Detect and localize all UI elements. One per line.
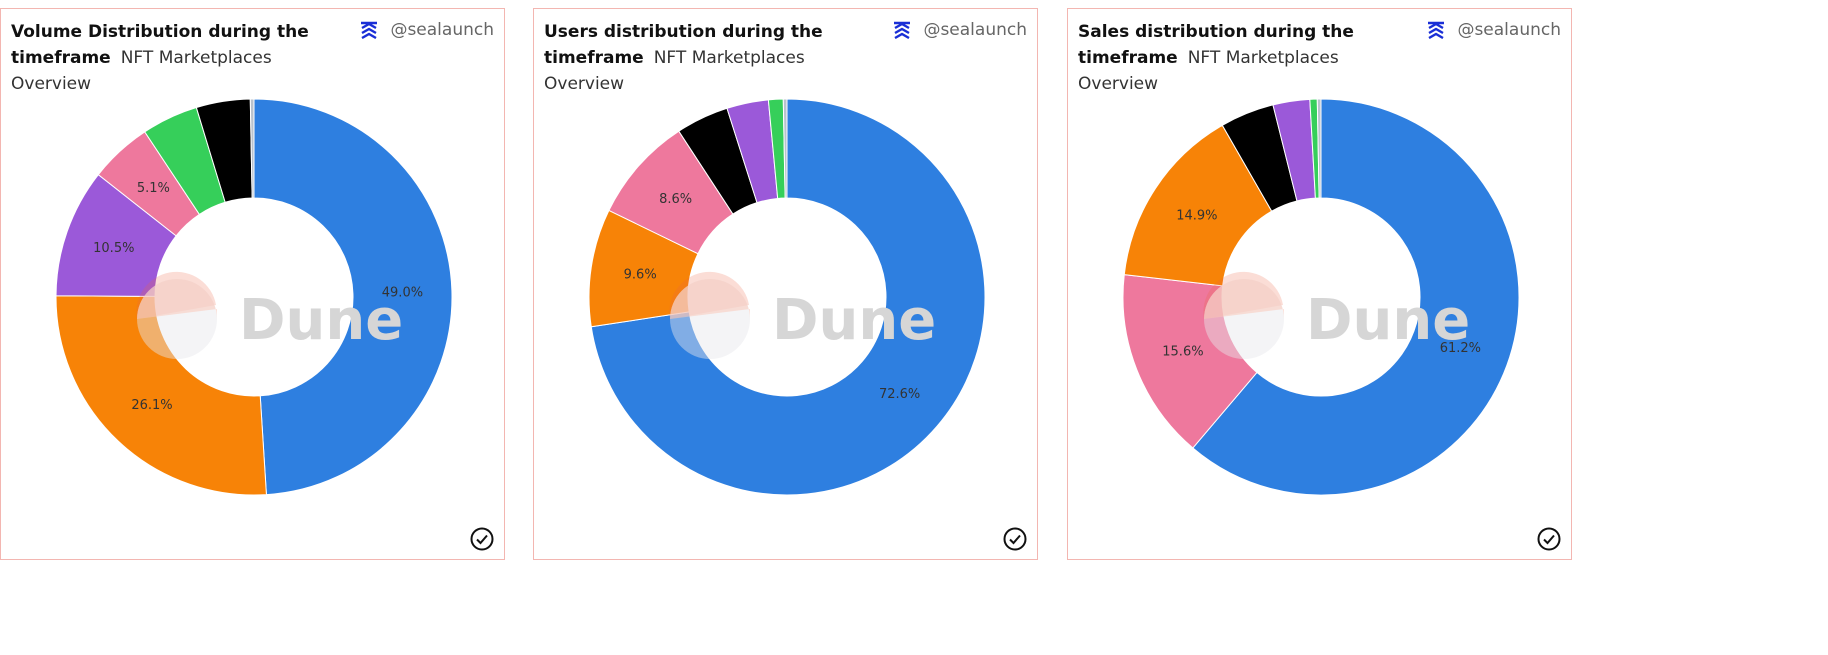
users-donut-chart: 72.6% 9.6% 8.6% Dune <box>588 98 986 496</box>
dashboard-subtitle[interactable]: NFT Marketplaces Overview <box>1078 48 1339 94</box>
sealaunch-logo-icon <box>361 21 378 39</box>
sealaunch-logo-icon <box>1428 21 1445 39</box>
check-circle-icon[interactable] <box>470 527 494 551</box>
volume-chart-panel: 49.0% 26.1% 10.5% 5.1% Dune Volume Distribut… <box>0 8 505 560</box>
author-name: @sealaunch <box>1457 20 1561 40</box>
chart-title-text: Sales distribution during the timeframe <box>1078 22 1354 68</box>
slice-other[interactable] <box>782 98 788 199</box>
slice-label-blur: 26.1% <box>131 398 172 413</box>
chart-title: Users distribution during the timeframe N… <box>544 19 884 97</box>
sealaunch-logo-icon <box>894 21 911 39</box>
dune-watermark: Dune <box>669 271 936 359</box>
dune-watermark-text: Dune <box>772 288 936 353</box>
volume-donut-chart: 49.0% 26.1% 10.5% 5.1% Dune <box>55 98 453 496</box>
chart-title: Sales distribution during the timeframe N… <box>1078 19 1418 97</box>
dune-watermark: Dune <box>1203 271 1470 359</box>
dune-watermark-text: Dune <box>239 288 403 353</box>
slice-opensea[interactable] <box>1192 98 1520 496</box>
dune-logo-wedge <box>670 279 750 319</box>
dashboard-subtitle[interactable]: NFT Marketplaces Overview <box>544 48 805 94</box>
check-circle-icon[interactable] <box>1537 527 1561 551</box>
check-circle-icon[interactable] <box>1003 527 1027 551</box>
dune-watermark: Dune <box>136 271 403 359</box>
dune-watermark-text: Dune <box>1306 288 1470 353</box>
slice-blur[interactable] <box>55 295 267 496</box>
slice-looksrare[interactable] <box>1122 274 1258 449</box>
slice-label-x2y2: 10.5% <box>93 241 134 256</box>
author-name: @sealaunch <box>923 20 1027 40</box>
sales-chart-panel: 61.2% 15.6% 14.9% Dune Sales distribution d… <box>1067 8 1572 560</box>
slice-other[interactable] <box>1316 98 1322 199</box>
dune-logo-wedge <box>137 279 217 319</box>
slice-label-blur: 9.6% <box>624 268 657 283</box>
slice-other[interactable] <box>249 98 255 199</box>
slice-label-opensea: 49.0% <box>382 285 423 300</box>
slice-opensea[interactable] <box>590 98 986 496</box>
dashboard-subtitle[interactable]: NFT Marketplaces Overview <box>11 48 272 94</box>
dune-logo-wedge <box>1204 279 1284 319</box>
slice-label-opensea: 72.6% <box>879 387 920 402</box>
chart-title-text: Users distribution during the timeframe <box>544 22 823 68</box>
sales-donut-chart: 61.2% 15.6% 14.9% Dune <box>1122 98 1520 496</box>
users-chart-panel: 72.6% 9.6% 8.6% Dune Users distribution dur… <box>533 8 1038 560</box>
slice-label-looksrare: 5.1% <box>137 181 170 196</box>
author-link[interactable]: @sealaunch <box>360 20 494 40</box>
chart-title-text: Volume Distribution during the timeframe <box>11 22 309 68</box>
author-name: @sealaunch <box>390 20 494 40</box>
author-link[interactable]: @sealaunch <box>893 20 1027 40</box>
chart-title: Volume Distribution during the timeframe… <box>11 19 351 97</box>
slice-label-looksrare: 8.6% <box>659 192 692 207</box>
slice-label-opensea: 61.2% <box>1440 341 1481 356</box>
author-link[interactable]: @sealaunch <box>1427 20 1561 40</box>
slice-label-blur: 14.9% <box>1176 208 1217 223</box>
slice-label-looksrare: 15.6% <box>1162 345 1203 360</box>
slice-opensea[interactable] <box>253 98 453 496</box>
